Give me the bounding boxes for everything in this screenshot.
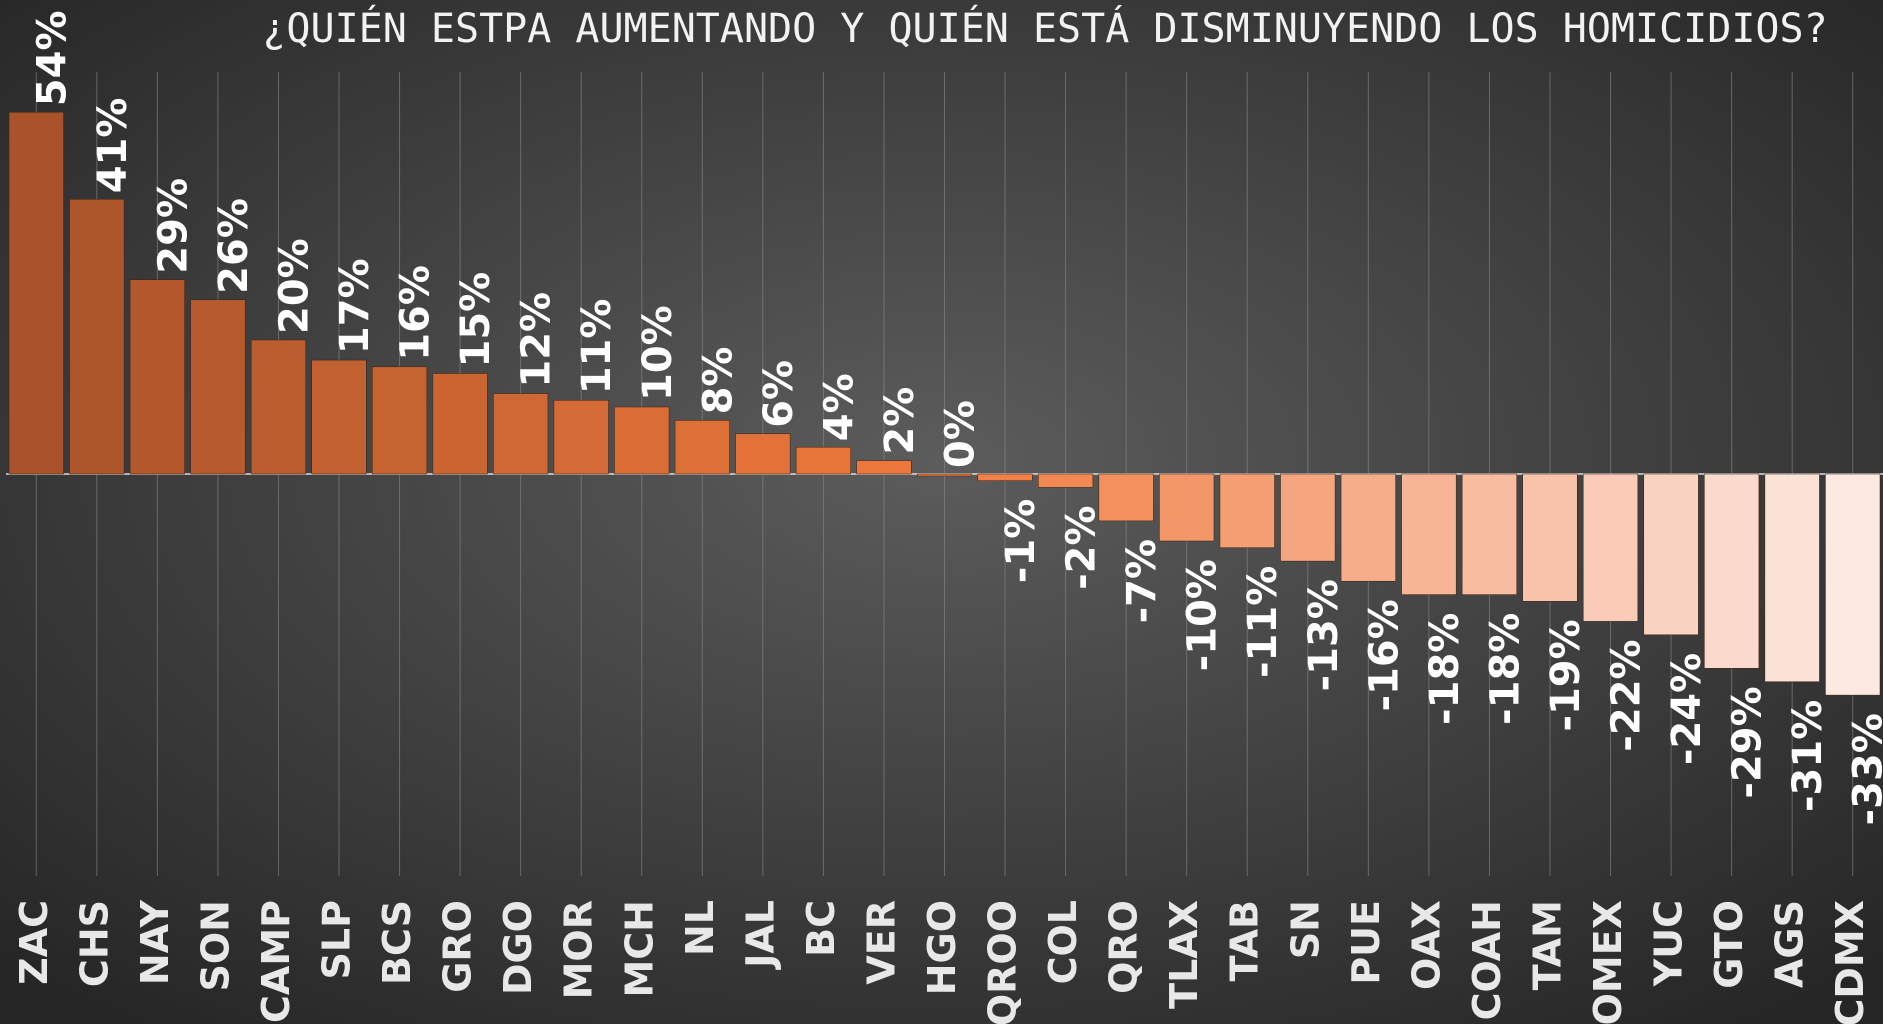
x-tick-label: SN [1283,900,1327,959]
bar [856,460,912,475]
bar [977,473,1033,481]
bar [311,359,367,475]
value-label: -33% [1846,713,1883,825]
x-tick-label: COL [1041,900,1085,984]
bar [8,111,64,475]
value-label: -11% [1240,566,1286,678]
x-tick-label: CAMP [254,900,298,1023]
value-label: -13% [1301,579,1347,691]
x-tick-label: BCS [375,900,419,985]
bar [916,473,973,477]
x-tick-label: DGO [496,900,540,995]
x-tick-label: CDMX [1828,900,1872,1024]
value-label: 20% [271,238,317,334]
bar [250,339,306,475]
bar [1098,473,1154,522]
bar [69,199,125,475]
bar [1461,473,1517,595]
bar [614,406,670,475]
bar [129,279,185,475]
x-tick-label: CHS [72,900,116,987]
bar [1825,473,1881,696]
value-label: 15% [453,272,499,368]
x-tick-label: NAY [133,900,177,986]
value-label: 26% [211,198,257,294]
x-tick-label: SLP [315,900,359,979]
x-tick-label: ZAC [12,900,56,985]
x-tick-label: PUE [1344,900,1388,985]
x-tick-label: MOR [557,900,601,999]
bar [1280,473,1336,562]
x-tick-label: QROO [981,900,1025,1024]
bar [1704,473,1760,669]
bar [1643,473,1699,636]
x-tick-label: VER [859,900,903,985]
value-label: -16% [1361,599,1407,711]
value-label: 16% [393,265,439,361]
value-label: -7% [1119,539,1165,624]
value-label: -10% [1180,559,1226,671]
bar [1340,473,1396,582]
value-label: -18% [1482,613,1528,725]
x-tick-label: QRO [1102,900,1146,994]
x-tick-label: HGO [920,900,964,995]
x-tick-label: SON [193,900,237,991]
value-label: -18% [1422,613,1468,725]
bar [1764,473,1820,682]
bar [1401,473,1457,595]
bar [190,299,246,475]
bar [1522,473,1578,602]
x-tick-label: NL [678,900,722,956]
value-label: 54% [29,10,75,106]
x-tick-label: MCH [617,900,661,998]
bar [493,393,549,475]
bar [1219,473,1275,548]
value-label: -24% [1664,653,1710,765]
value-label: -31% [1785,700,1831,812]
value-label: -19% [1543,619,1589,731]
value-label: 12% [514,292,560,388]
value-label: 29% [150,178,196,274]
value-label: 4% [816,373,862,441]
value-label: -22% [1604,639,1650,751]
x-tick-label: OMEX [1586,900,1630,1024]
x-tick-label: TLAX [1162,900,1206,1009]
value-label: 17% [332,258,378,354]
x-tick-label: TAB [1223,900,1267,981]
value-label: 2% [877,387,923,455]
bar [795,446,851,475]
bar [372,366,428,475]
value-label: 41% [90,98,136,194]
x-tick-label: OAX [1404,900,1448,990]
value-label: -1% [998,499,1044,584]
bar [432,373,488,475]
x-tick-label: JAL [738,900,782,971]
x-tick-label: BC [799,900,843,957]
value-label: 6% [756,360,802,428]
x-tick-label: AGS [1768,900,1812,988]
value-label: 8% [695,346,741,414]
value-label: -29% [1725,686,1771,798]
x-tick-label: GTO [1707,900,1751,989]
bar [1583,473,1639,622]
chart-title: ¿QUIÉN ESTPA AUMENTANDO Y QUIÉN ESTÁ DIS… [262,4,1827,52]
bar [674,420,730,475]
x-tick-label: COAH [1465,900,1509,1020]
value-label: 11% [574,299,620,395]
value-label: -2% [1059,505,1105,590]
bar [1159,473,1215,542]
x-tick-label: YUC [1647,900,1691,987]
bar [1038,473,1094,488]
x-tick-label: GRO [436,900,480,993]
bar [735,433,791,475]
x-tick-label: TAM [1525,900,1569,990]
bar [553,400,609,475]
value-label: 10% [635,305,681,401]
value-label: 0% [938,400,984,468]
